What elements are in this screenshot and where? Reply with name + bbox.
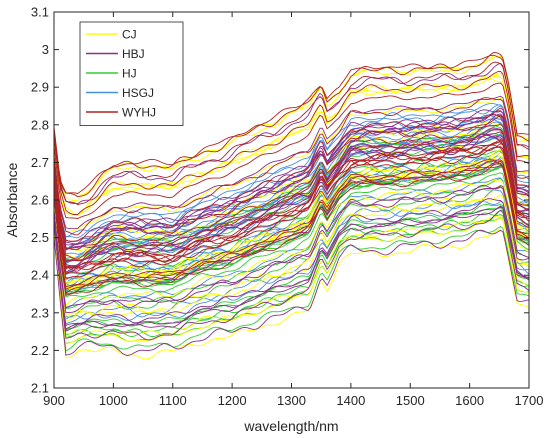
spectrum-line-hsgj: [53, 200, 530, 325]
spectrum-line-hj: [53, 203, 530, 330]
spectrum-line-hbj: [53, 209, 530, 341]
legend-label-wyhj: WYHJ: [122, 106, 156, 120]
y-tick-label: 2.5: [31, 230, 49, 245]
x-tick-label: 1100: [159, 393, 187, 408]
spectrum-line-wyhj: [53, 114, 530, 250]
spectrum-line-wyhj: [53, 82, 530, 220]
spectrum-line-wyhj: [53, 159, 530, 288]
spectrum-line-hbj: [53, 185, 530, 309]
spectrum-line-cj: [53, 229, 530, 360]
spectrum-line-hsgj: [53, 133, 530, 261]
spectrum-line-hbj: [53, 110, 530, 246]
spectrum-line-hsgj: [53, 134, 530, 265]
x-axis-ticks: 900 1000 1100 1200 1300 1400 1500 1600 1700: [43, 12, 543, 408]
spectrum-line-hbj: [53, 185, 530, 314]
legend-label-hj: HJ: [122, 67, 137, 81]
x-tick-label: 1700: [515, 393, 544, 408]
spectrum-line-cj: [53, 73, 530, 216]
spectrum-line-wyhj: [53, 52, 530, 198]
y-tick-label: 2.8: [31, 117, 49, 132]
spectrum-line-hsgj: [53, 177, 530, 309]
spectrum-line-cj: [53, 194, 530, 322]
y-tick-label: 2.1: [31, 381, 49, 396]
legend-label-hsgj: HSGJ: [122, 86, 154, 100]
spectrum-line-wyhj: [53, 97, 530, 236]
spectrum-line-wyhj: [53, 70, 530, 215]
spectrum-line-hbj: [53, 131, 530, 267]
spectrum-line-hbj: [53, 205, 530, 332]
x-axis-title: wavelength/nm: [243, 418, 338, 434]
spectrum-line-hj: [53, 209, 530, 337]
spectrum-line-wyhj: [53, 163, 530, 296]
spectrum-line-wyhj: [53, 138, 530, 269]
spectrum-line-wyhj: [53, 107, 530, 242]
y-tick-label: 2.7: [31, 155, 49, 170]
x-tick-label: 1300: [277, 393, 306, 408]
spectrum-line-cj: [53, 75, 530, 216]
spectrum-line-cj: [53, 156, 530, 288]
spectrum-line-hj: [53, 177, 530, 309]
x-tick-label: 1000: [99, 393, 128, 408]
spectrum-line-hj: [53, 185, 530, 318]
spectrum-line-wyhj: [53, 146, 530, 275]
x-tick-label: 1400: [336, 393, 365, 408]
spectrum-line-cj: [53, 114, 530, 252]
spectrum-line-wyhj: [53, 61, 530, 206]
spectrum-line-hbj: [53, 62, 530, 205]
y-axis-title: Absorbance: [4, 162, 20, 237]
spectrum-line-hsgj: [53, 156, 530, 284]
spectrum-line-hsgj: [53, 104, 530, 238]
spectrum-line-wyhj: [53, 142, 530, 273]
spectrum-line-cj: [53, 217, 530, 345]
spectrum-line-cj: [53, 121, 530, 259]
spectrum-line-hbj: [53, 136, 530, 273]
spectrum-line-hbj: [53, 198, 530, 327]
spectrum-line-cj: [53, 97, 530, 232]
x-tick-label: 1500: [396, 393, 425, 408]
spectrum-line-hbj: [53, 109, 530, 245]
legend: CJ HBJ HJ HSGJ WYHJ: [79, 21, 184, 126]
spectrum-line-hbj: [53, 229, 530, 356]
y-axis-ticks: 2.1 2.2 2.3 2.4 2.5 2.6 2.7 2.8 2.9 3 3.1: [31, 5, 529, 396]
x-tick-label: 1200: [218, 393, 247, 408]
spectrum-line-hsgj: [53, 160, 530, 293]
spectrum-line-hj: [53, 225, 530, 352]
y-tick-label: 2.6: [31, 193, 49, 208]
x-tick-label: 900: [43, 393, 65, 408]
spectrum-line-wyhj: [53, 129, 530, 262]
legend-label-cj: CJ: [122, 28, 137, 42]
spectrum-line-cj: [53, 179, 530, 307]
spectrum-line-hj: [53, 165, 530, 293]
y-tick-label: 3.1: [31, 5, 49, 20]
spectrum-line-hbj: [53, 95, 530, 230]
y-tick-label: 2.3: [31, 305, 49, 320]
spectrum-line-wyhj: [53, 160, 530, 294]
y-tick-label: 2.4: [31, 268, 49, 283]
x-tick-label: 1600: [455, 393, 484, 408]
y-tick-label: 2.2: [31, 343, 49, 358]
spectrum-line-hsgj: [53, 118, 530, 255]
legend-label-hbj: HBJ: [122, 47, 145, 61]
spectrum-line-wyhj: [53, 124, 530, 260]
y-tick-label: 2.9: [31, 80, 49, 95]
spectrum-line-hsgj: [53, 114, 530, 251]
spectrum-line-hj: [53, 212, 530, 339]
y-tick-label: 3: [42, 42, 49, 57]
spectra-curves: [53, 52, 530, 360]
